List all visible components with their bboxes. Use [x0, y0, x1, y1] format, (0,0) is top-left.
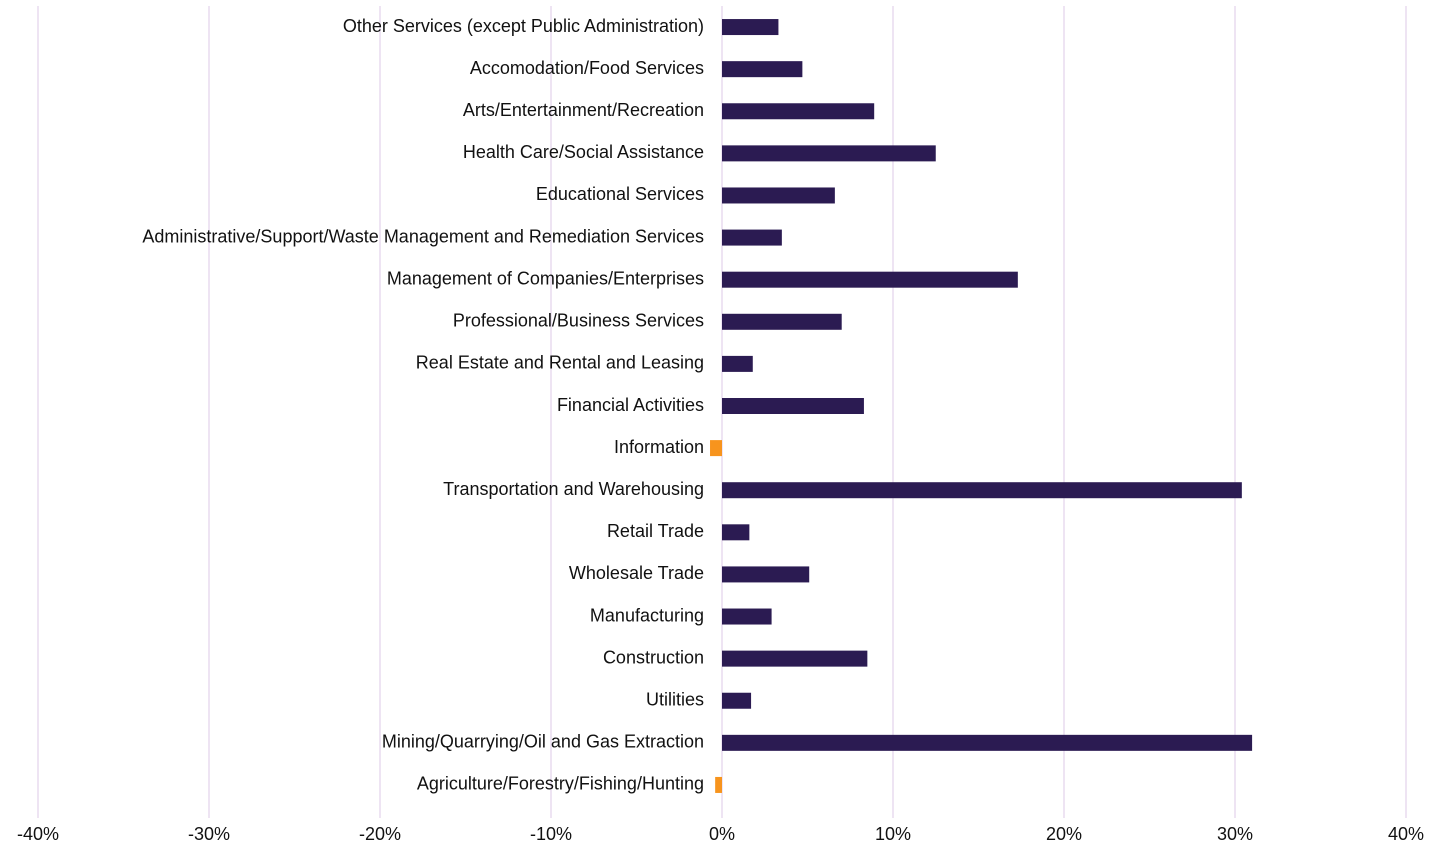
bar [722, 566, 809, 582]
bar [722, 272, 1018, 288]
y-tick-label: Manufacturing [590, 605, 704, 625]
y-tick-label: Accomodation/Food Services [470, 58, 704, 78]
y-tick-label: Financial Activities [557, 395, 704, 415]
bar [722, 314, 842, 330]
y-tick-label: Management of Companies/Enterprises [387, 268, 704, 288]
x-tick-label: -10% [530, 824, 572, 844]
bar [722, 145, 936, 161]
x-tick-label: 10% [875, 824, 911, 844]
y-tick-label: Real Estate and Rental and Leasing [416, 353, 704, 373]
y-tick-label: Information [614, 437, 704, 457]
y-tick-label: Transportation and Warehousing [443, 479, 704, 499]
y-tick-label: Educational Services [536, 184, 704, 204]
x-tick-label: -30% [188, 824, 230, 844]
bar [722, 103, 874, 119]
bar [722, 735, 1252, 751]
y-tick-label: Professional/Business Services [453, 311, 704, 331]
x-tick-label: 0% [709, 824, 735, 844]
y-tick-label: Retail Trade [607, 521, 704, 541]
bar [715, 777, 722, 793]
y-tick-label: Other Services (except Public Administra… [343, 16, 704, 36]
bar [722, 230, 782, 246]
x-tick-label: -40% [17, 824, 59, 844]
bar [722, 398, 864, 414]
bar [722, 651, 867, 667]
bar [722, 187, 835, 203]
x-tick-label: 30% [1217, 824, 1253, 844]
y-tick-label: Agriculture/Forestry/Fishing/Hunting [417, 774, 704, 794]
y-tick-label: Construction [603, 647, 704, 667]
bar [722, 482, 1242, 498]
y-tick-label: Mining/Quarrying/Oil and Gas Extraction [382, 732, 704, 752]
bar [722, 524, 749, 540]
bar [710, 440, 722, 456]
y-tick-label: Health Care/Social Assistance [463, 142, 704, 162]
bar [722, 693, 751, 709]
y-tick-label: Wholesale Trade [569, 563, 704, 583]
bar [722, 356, 753, 372]
y-tick-label: Administrative/Support/Waste Management … [142, 226, 704, 246]
chart: -40% -30% -20% -10% 0% 10% 20% 30% 40% Other Serv… [0, 0, 1439, 847]
x-tick-label: 40% [1388, 824, 1424, 844]
x-tick-label: -20% [359, 824, 401, 844]
bar [722, 19, 778, 35]
y-tick-label: Arts/Entertainment/Recreation [463, 100, 704, 120]
bar [722, 61, 802, 77]
y-tick-label: Utilities [646, 689, 704, 709]
x-tick-label: 20% [1046, 824, 1082, 844]
bar [722, 609, 772, 625]
